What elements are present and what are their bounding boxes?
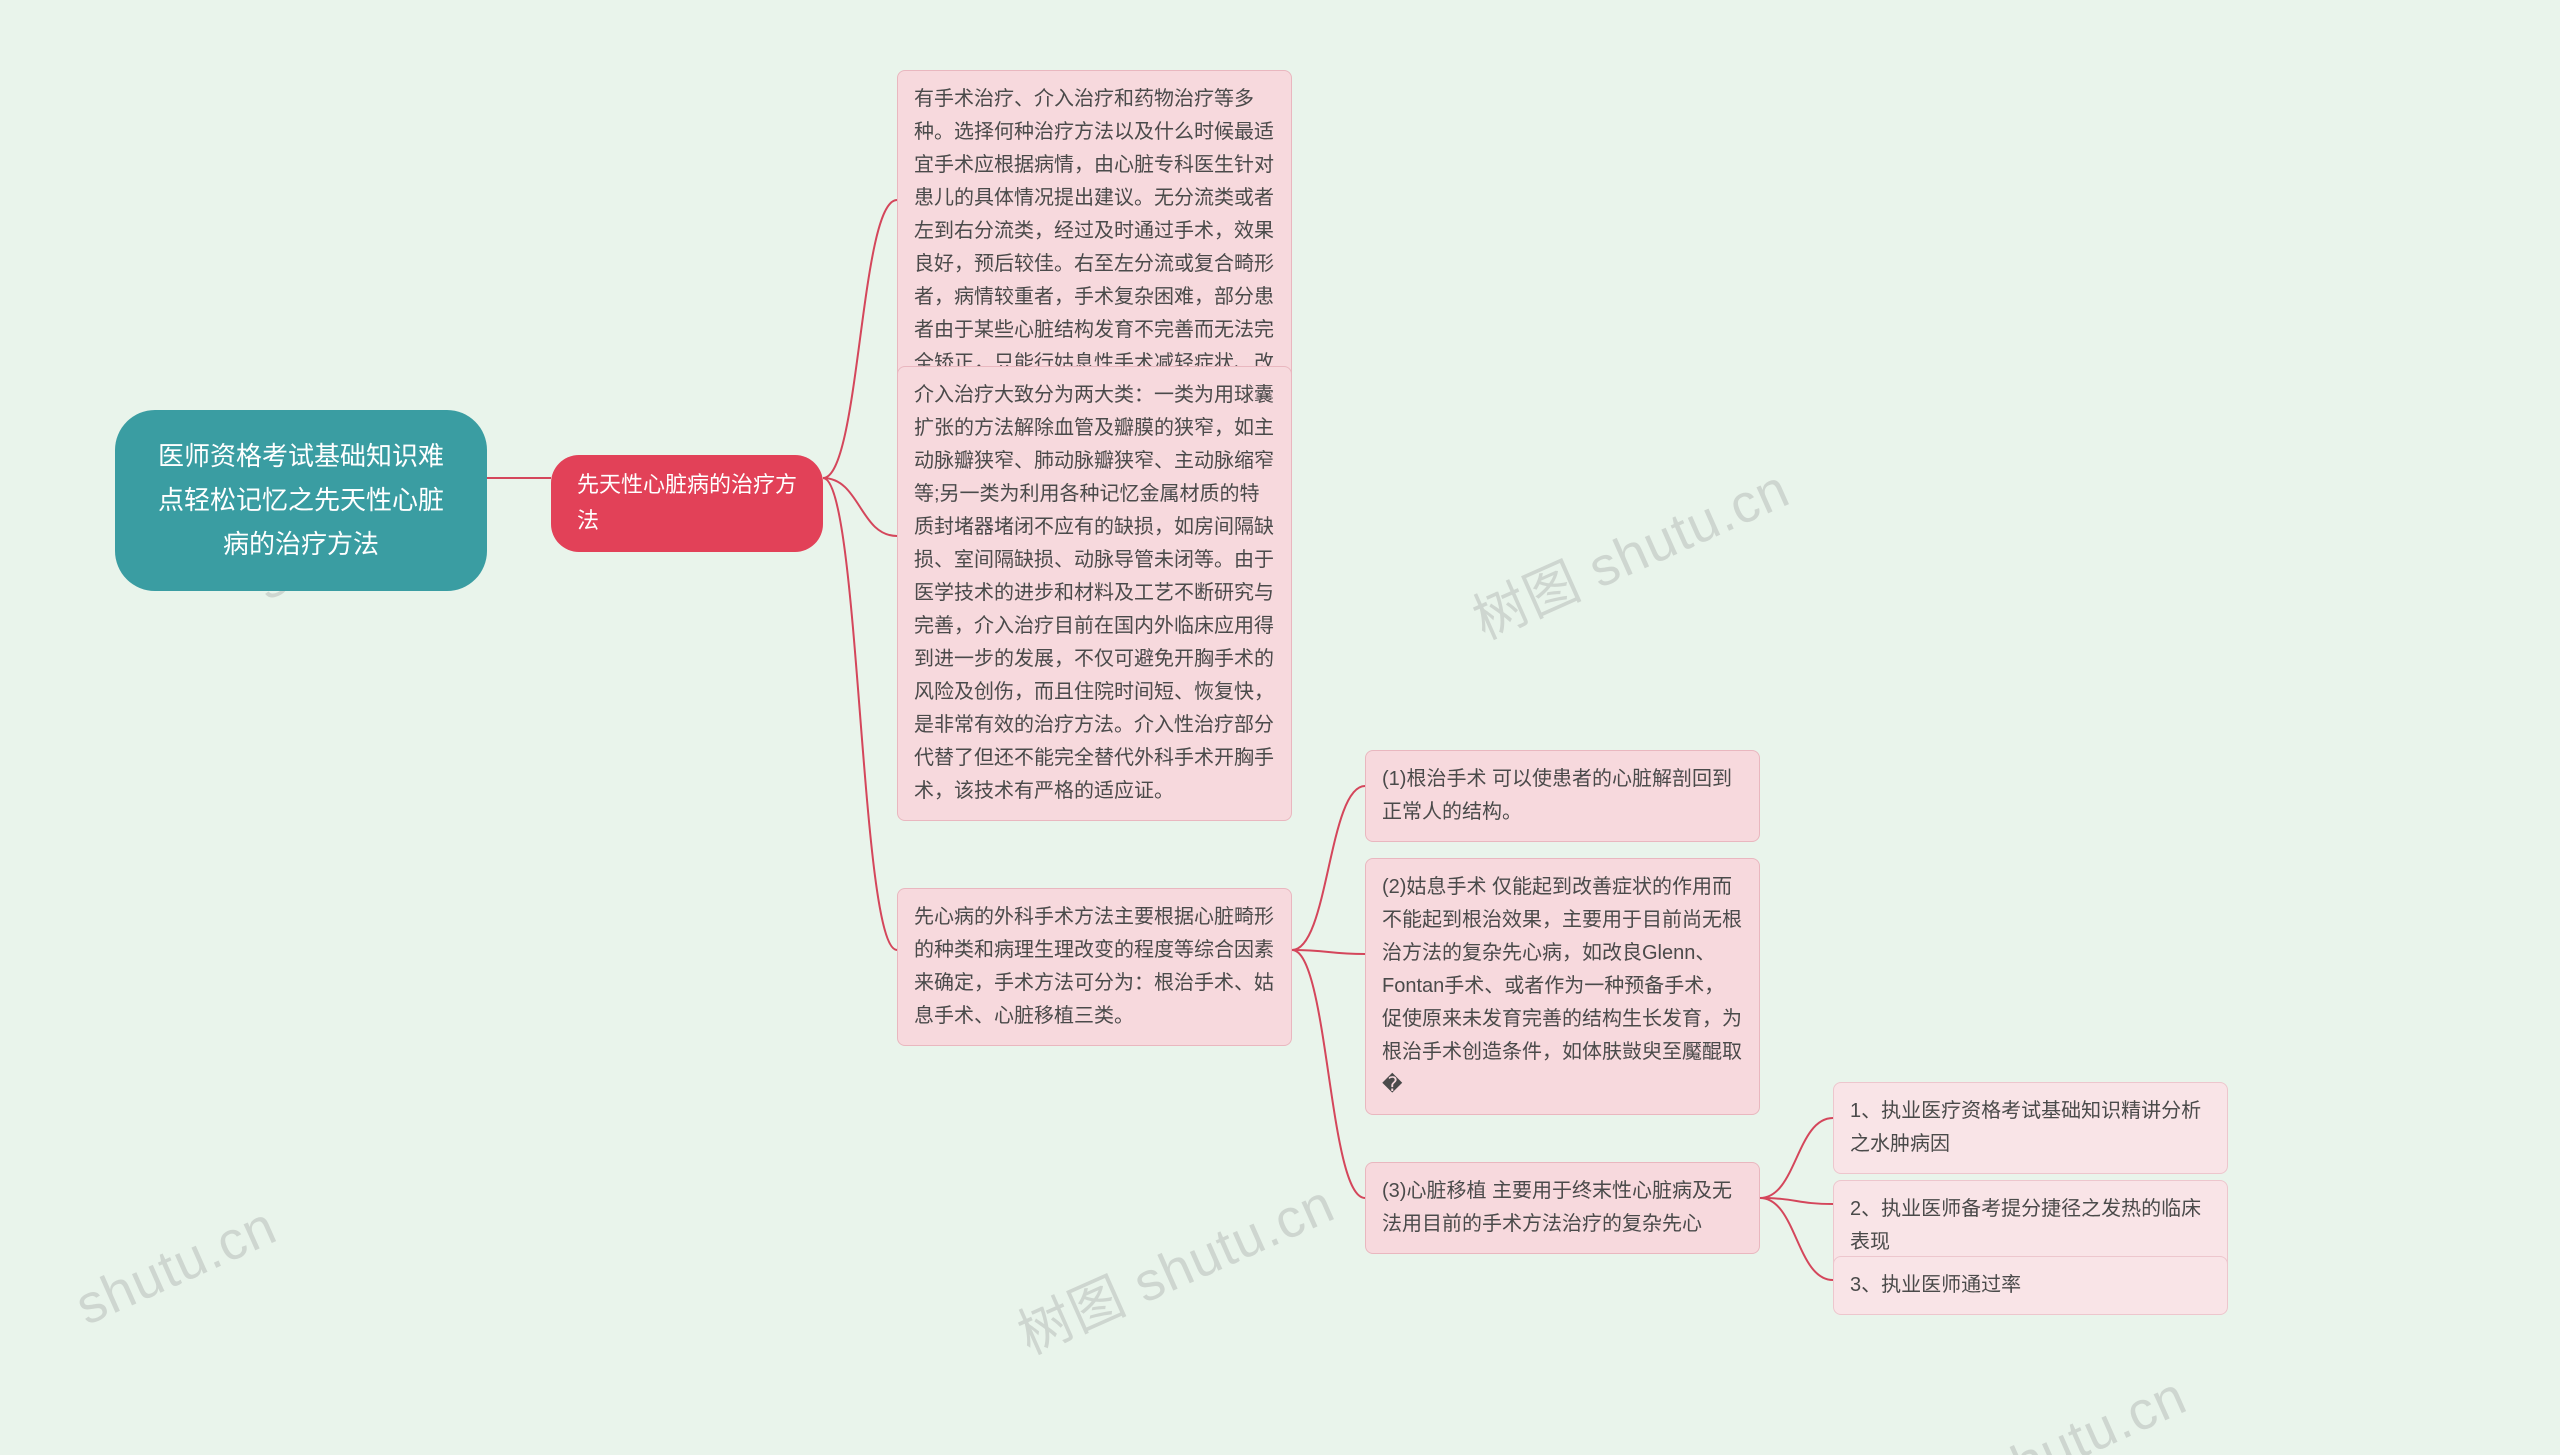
watermark: shutu.cn (1977, 1365, 2196, 1455)
hub-node[interactable]: 先天性心脏病的治疗方法 (551, 455, 823, 552)
watermark: shutu.cn (67, 1195, 286, 1338)
level3-node-2[interactable]: (3)心脏移植 主要用于终末性心脏病及无法用目前的手术方法治疗的复杂先心 (1365, 1162, 1760, 1254)
level2-node-2[interactable]: 先心病的外科手术方法主要根据心脏畸形的种类和病理生理改变的程度等综合因素来确定，… (897, 888, 1292, 1046)
mindmap-canvas: shutu.cn树图 shutu.cnshutu.cn树图 shutu.cnsh… (0, 0, 2560, 1455)
level4-node-0[interactable]: 1、执业医疗资格考试基础知识精讲分析之水肿病因 (1833, 1082, 2228, 1174)
level3-node-1[interactable]: (2)姑息手术 仅能起到改善症状的作用而不能起到根治效果，主要用于目前尚无根治方… (1365, 858, 1760, 1115)
level3-node-0[interactable]: (1)根治手术 可以使患者的心脏解剖回到正常人的结构。 (1365, 750, 1760, 842)
level2-node-1[interactable]: 介入治疗大致分为两大类：一类为用球囊扩张的方法解除血管及瓣膜的狭窄，如主动脉瓣狭… (897, 366, 1292, 821)
watermark: 树图 shutu.cn (1459, 445, 1800, 655)
watermark: 树图 shutu.cn (1004, 1160, 1345, 1370)
level4-node-2[interactable]: 3、执业医师通过率 (1833, 1256, 2228, 1315)
root-node[interactable]: 医师资格考试基础知识难点轻松记忆之先天性心脏病的治疗方法 (115, 410, 487, 591)
